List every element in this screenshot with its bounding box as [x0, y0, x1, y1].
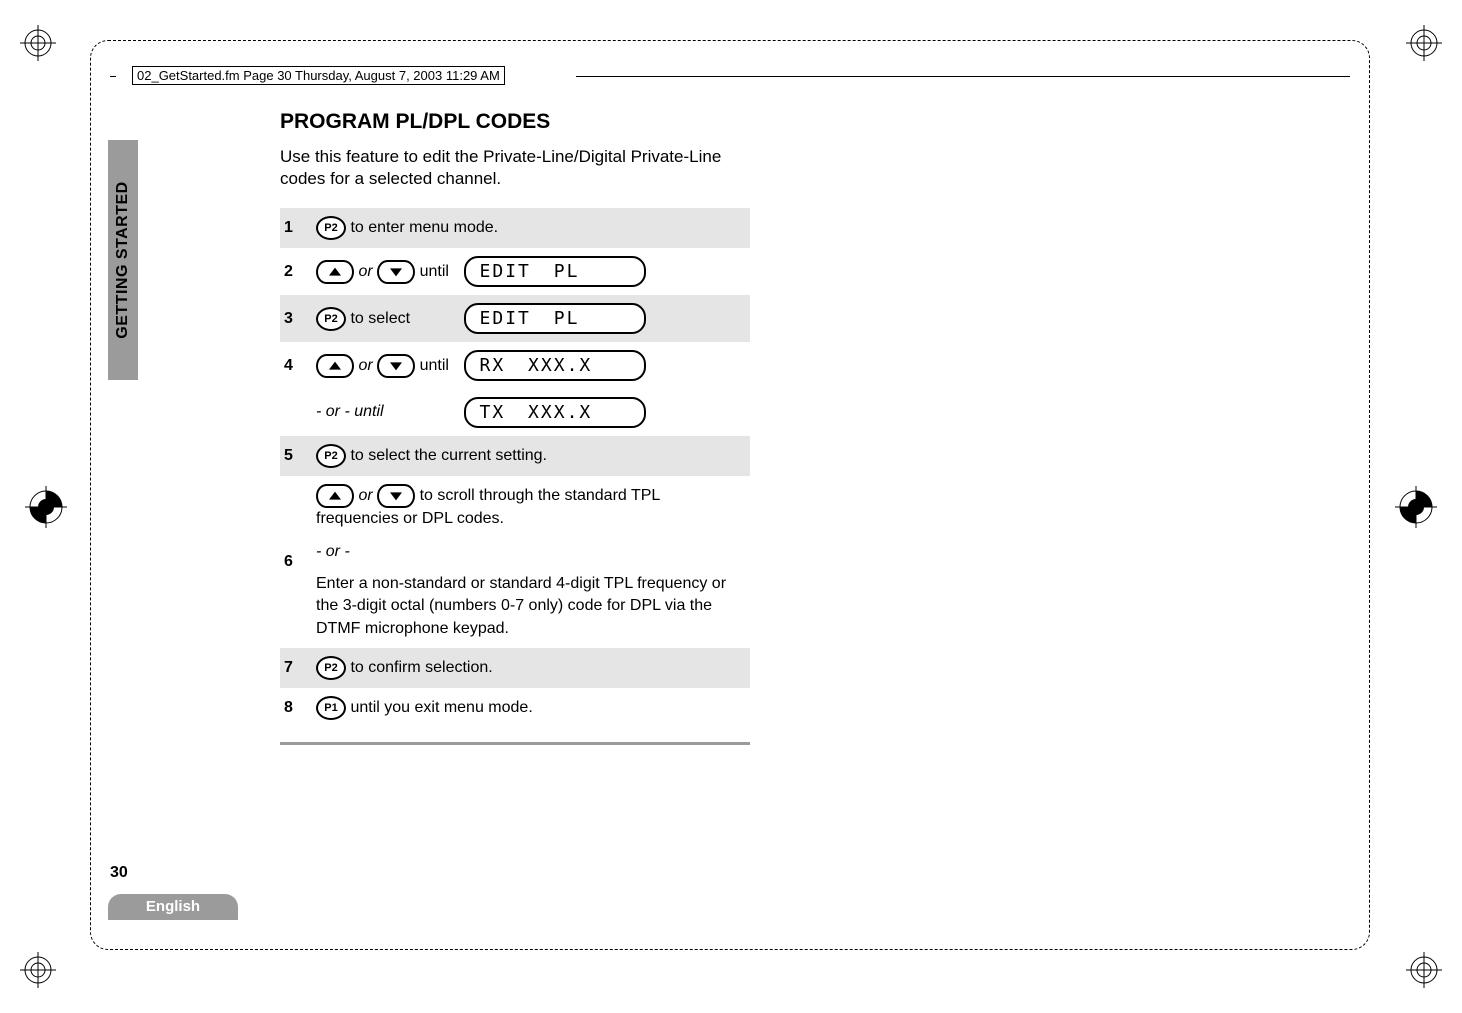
page-content: 02_GetStarted.fm Page 30 Thursday, Augus… [110, 60, 1350, 930]
step-text: until [415, 357, 449, 374]
lcd-display: EDIT PL [464, 303, 646, 334]
down-arrow-icon [377, 354, 415, 378]
section-tab: GETTING STARTED [108, 140, 138, 380]
step-row-1: 1 P2 to enter menu mode. [280, 208, 750, 248]
reg-target-br [1406, 952, 1442, 988]
step-num: 2 [280, 248, 312, 295]
step-num: 7 [280, 648, 312, 688]
reg-mark-left [25, 486, 67, 528]
step-text: until [415, 263, 449, 280]
section-tab-label: GETTING STARTED [114, 181, 132, 338]
step-num: 5 [280, 436, 312, 476]
step-row-4: 4 or until RX XXX.X [280, 342, 750, 389]
page-number: 30 [110, 864, 128, 882]
reg-mark-right [1395, 486, 1437, 528]
p2-button-icon: P2 [316, 307, 346, 331]
end-rule [280, 742, 750, 745]
step-text: to select the current setting. [346, 447, 547, 464]
header-path: 02_GetStarted.fm Page 30 Thursday, Augus… [132, 66, 505, 85]
reg-target-bl [20, 952, 56, 988]
step-num: 1 [280, 208, 312, 248]
p2-button-icon: P2 [316, 444, 346, 468]
step-text: to confirm selection. [346, 659, 493, 676]
step-row-5: 5 P2 to select the current setting. [280, 436, 750, 476]
step-text: to select [346, 310, 410, 327]
p2-button-icon: P2 [316, 656, 346, 680]
step-num: 8 [280, 688, 312, 728]
step-num [280, 389, 312, 436]
lcd-display: EDIT PL [464, 256, 646, 287]
lcd-display: RX XXX.X [464, 350, 646, 381]
language-label: English [146, 898, 200, 915]
intro-text: Use this feature to edit the Private-Lin… [280, 146, 750, 190]
or-text: or [354, 357, 377, 374]
page-title: PROGRAM PL/DPL CODES [280, 110, 750, 134]
lcd-display: TX XXX.X [464, 397, 646, 428]
up-arrow-icon [316, 484, 354, 508]
step-row-8: 8 P1 until you exit menu mode. [280, 688, 750, 728]
language-tab: English [108, 894, 238, 920]
step-row-7: 7 P2 to confirm selection. [280, 648, 750, 688]
step-text: until you exit menu mode. [346, 699, 533, 716]
down-arrow-icon [377, 484, 415, 508]
step-num: 6 [280, 476, 312, 648]
up-arrow-icon [316, 260, 354, 284]
reg-target-tr [1406, 25, 1442, 61]
or-text: or [354, 263, 377, 280]
steps-table: 1 P2 to enter menu mode. 2 or until EDIT… [280, 208, 750, 728]
step-row-2: 2 or until EDIT PL [280, 248, 750, 295]
p1-button-icon: P1 [316, 696, 346, 720]
or-text: or [354, 487, 377, 504]
step-row-4b: - or - until TX XXX.X [280, 389, 750, 436]
or-text: - or - [316, 543, 350, 560]
step-text: to enter menu mode. [346, 219, 498, 236]
reg-target-tl [20, 25, 56, 61]
p2-button-icon: P2 [316, 216, 346, 240]
step-row-3: 3 P2 to select EDIT PL [280, 295, 750, 342]
step-body-text: Enter a non-standard or standard 4-digit… [316, 575, 726, 637]
main-content: PROGRAM PL/DPL CODES Use this feature to… [280, 110, 750, 745]
down-arrow-icon [377, 260, 415, 284]
up-arrow-icon [316, 354, 354, 378]
step-row-6: 6 or to scroll through the standard TPL … [280, 476, 750, 648]
step-num: 3 [280, 295, 312, 342]
or-until-text: - or - until [316, 403, 384, 420]
step-num: 4 [280, 342, 312, 389]
